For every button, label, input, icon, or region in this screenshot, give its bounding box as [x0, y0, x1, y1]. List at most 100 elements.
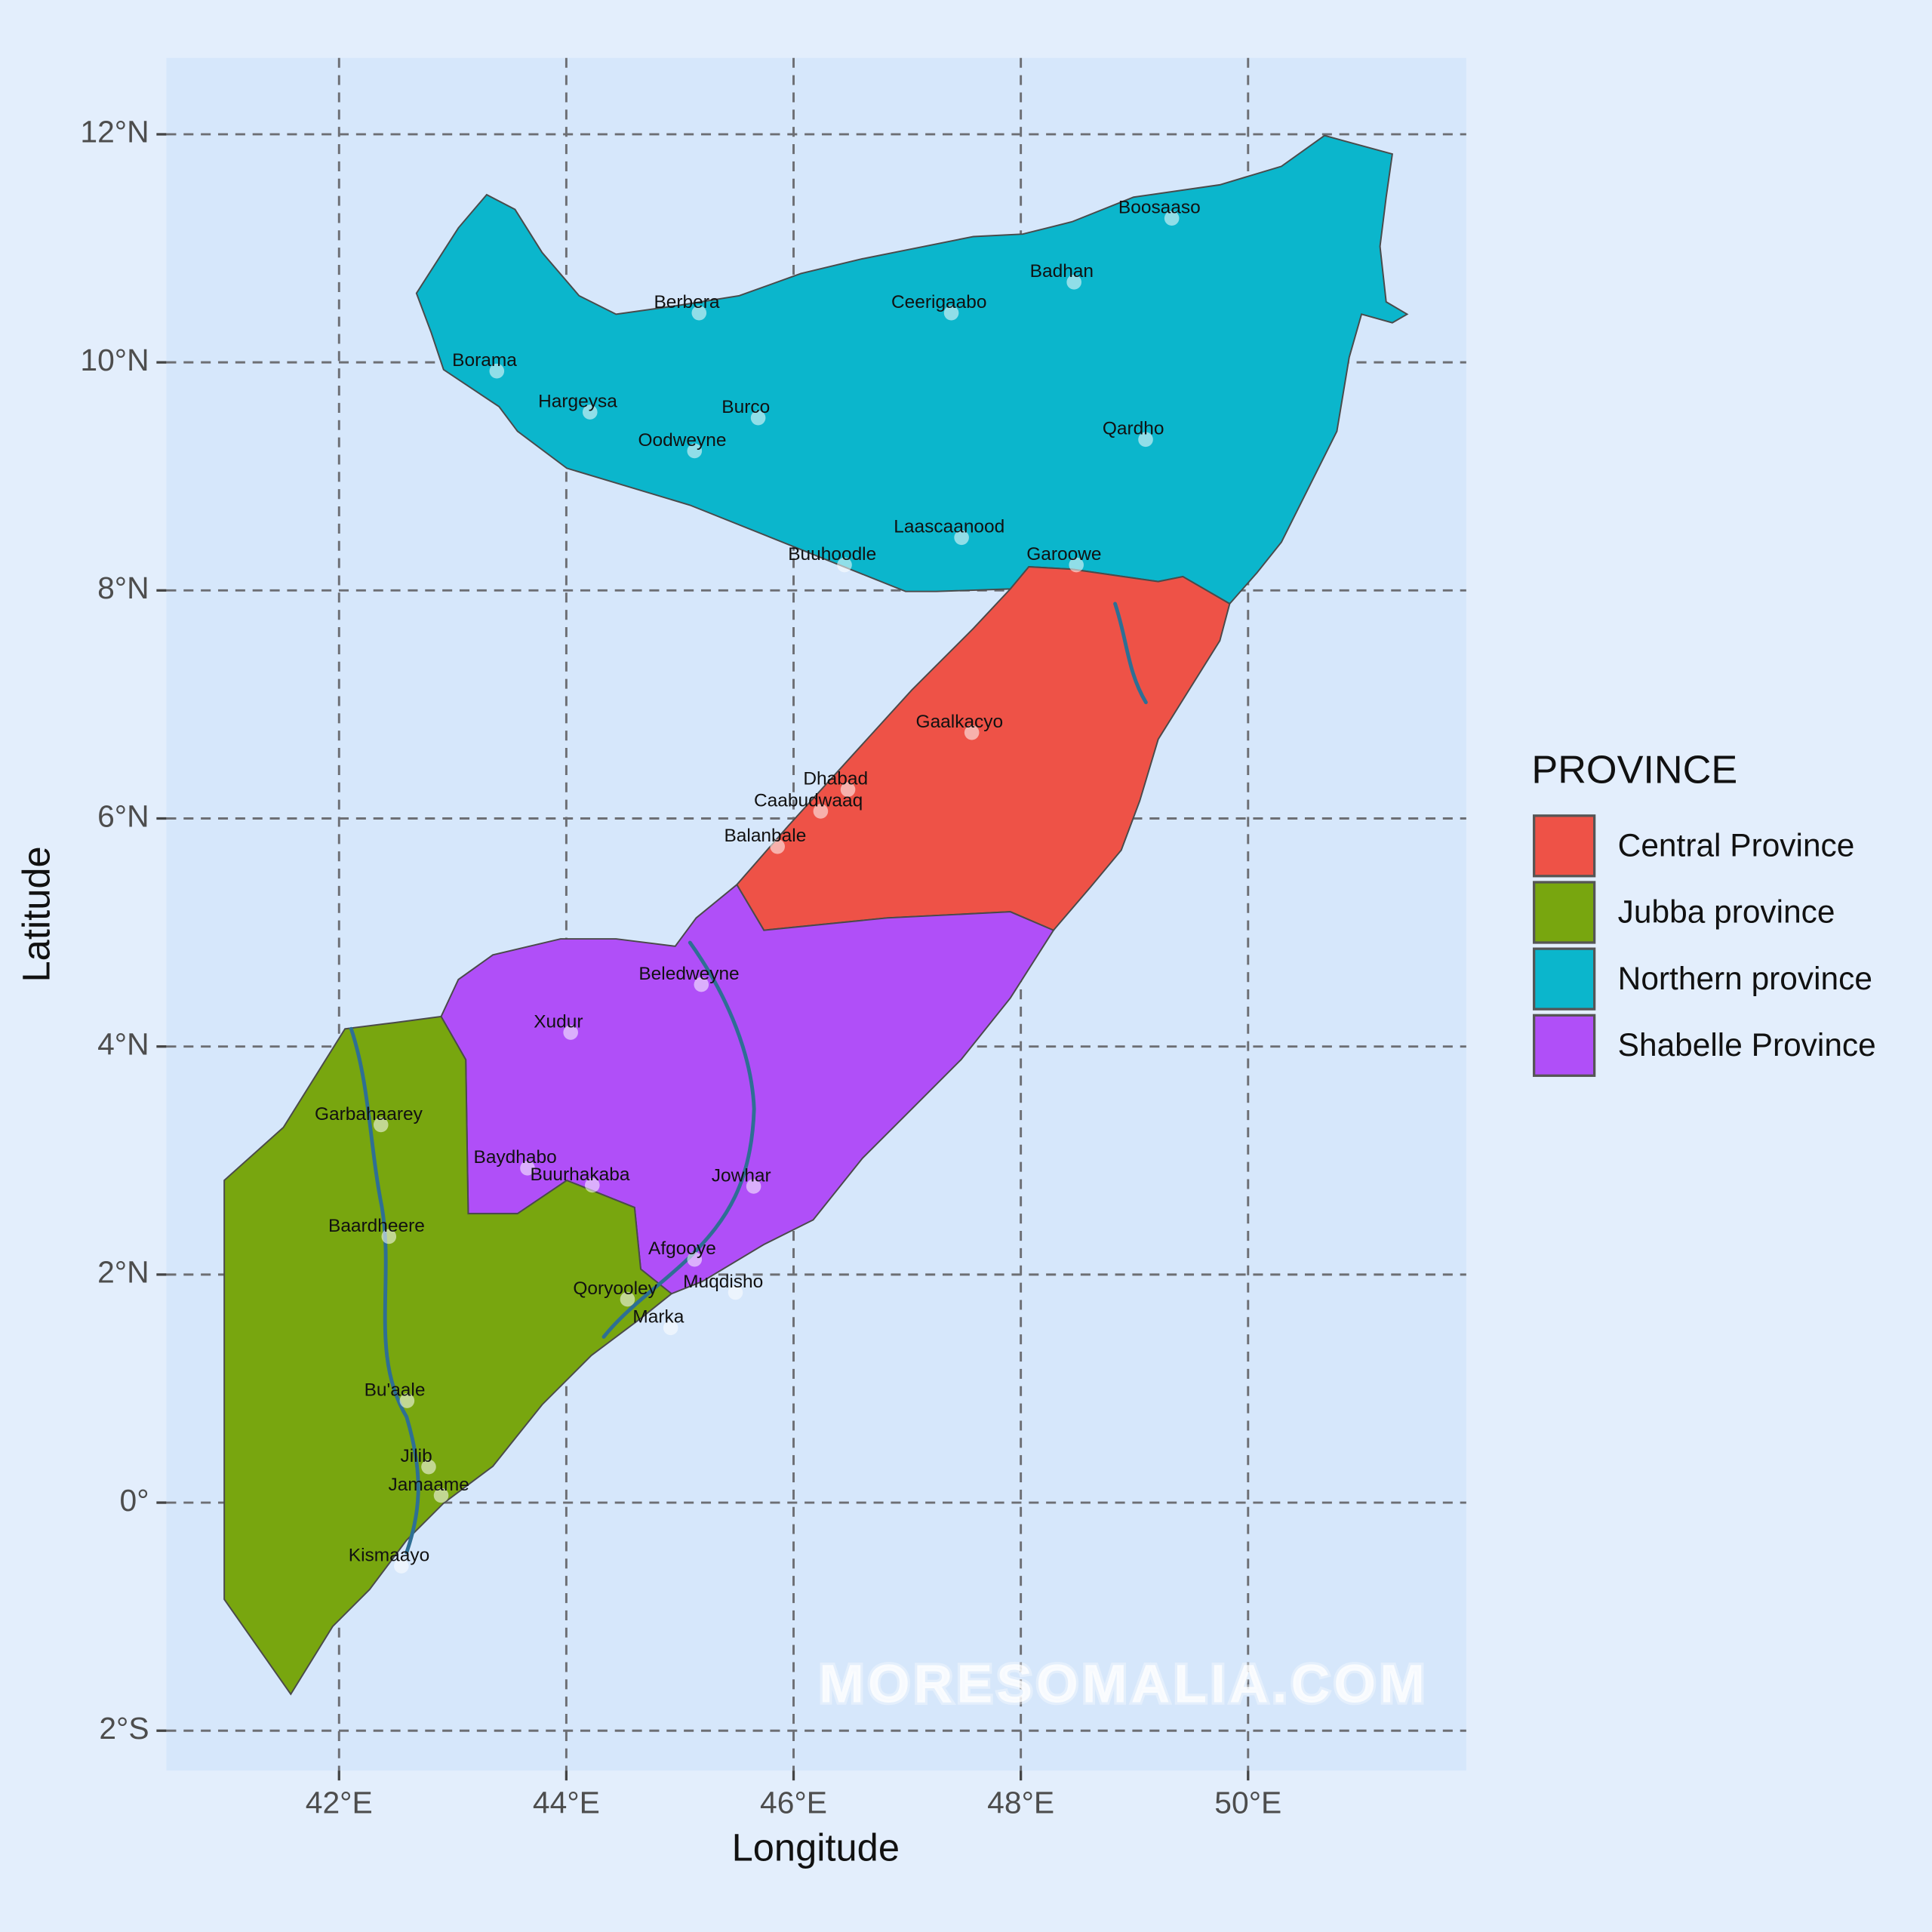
city-label: Balanbale: [724, 826, 806, 846]
y-tick-label: 12°N: [80, 115, 149, 149]
city-label: Borama: [452, 350, 517, 371]
city-label: Beledweyne: [638, 964, 739, 984]
city-dot: [687, 1251, 703, 1267]
y-tick-label: 4°N: [97, 1026, 149, 1061]
city-label: Hargeysa: [538, 391, 617, 411]
y-tick-label: 8°N: [97, 571, 149, 605]
x-tick-label: 50°E: [1214, 1786, 1281, 1820]
city-label: Gaalkacyo: [916, 712, 1004, 732]
city-label: Jilib: [401, 1446, 432, 1466]
city-dot: [728, 1284, 743, 1300]
city-label: Dhabad: [803, 769, 868, 789]
x-tick-label: 46°E: [760, 1786, 827, 1820]
city-dot: [691, 305, 707, 321]
city-label: Burco: [721, 397, 770, 417]
legend-swatch: [1533, 947, 1596, 1011]
city-dot: [694, 977, 709, 992]
city-dot: [620, 1291, 635, 1307]
city-dot: [746, 1179, 761, 1194]
provinces: [223, 134, 1409, 1696]
province-central: [736, 566, 1231, 931]
y-tick-label: 10°N: [80, 343, 149, 377]
city-dot: [750, 410, 766, 426]
legend: PROVINCE Central Province Jubba province N…: [1531, 748, 1876, 1077]
city-label: Marka: [632, 1307, 684, 1327]
city-dot: [373, 1117, 389, 1133]
city-dot: [1069, 557, 1084, 573]
province-northern: [415, 134, 1409, 605]
legend-title: PROVINCE: [1531, 748, 1737, 792]
city-dot: [964, 724, 980, 740]
city-dot: [1138, 432, 1153, 448]
legend-swatch: [1533, 881, 1596, 944]
city-label: Oodweyne: [638, 430, 726, 451]
city-label: Kismaayo: [349, 1546, 429, 1566]
city-label: Buurhakaba: [530, 1164, 629, 1185]
axes: Longitude Latitude 42°E 44°E 46°E 48°E 50°E 2…: [15, 115, 1282, 1869]
city-dot: [1066, 275, 1081, 290]
x-tick-label: 42°E: [306, 1786, 373, 1820]
legend-label: Jubba province: [1618, 894, 1835, 930]
city-label: Qoryooley: [573, 1278, 657, 1299]
city-label: Berbera: [654, 292, 719, 312]
city-label: Qardho: [1103, 419, 1164, 439]
city-label: Baydhabo: [474, 1147, 557, 1168]
legend-label: Shabelle Province: [1618, 1027, 1876, 1063]
river: [1113, 601, 1148, 705]
city-label: Jowhar: [712, 1165, 771, 1186]
y-tick-label: 6°N: [97, 798, 149, 833]
city-label: Jamaame: [388, 1475, 469, 1495]
cities: Boosaaso Badhan Berbera Ceerigaabo Borama Har…: [315, 198, 1201, 1574]
city-dot: [813, 804, 829, 819]
city-label: Laascaanood: [894, 517, 1004, 537]
city-dot: [582, 405, 598, 420]
city-dot: [837, 557, 852, 573]
city-dot: [563, 1025, 578, 1040]
city-label: Ceerigaabo: [891, 292, 987, 312]
city-dot: [489, 363, 505, 379]
x-tick-label: 44°E: [533, 1786, 600, 1820]
city-label: Caabudwaaq: [754, 790, 863, 811]
city-label: Badhan: [1030, 261, 1094, 281]
city-label: Xudur: [534, 1011, 583, 1032]
city-dot: [663, 1320, 678, 1336]
river: [601, 940, 756, 1339]
city-dot: [421, 1459, 436, 1475]
y-tick-label: 2°N: [97, 1255, 149, 1290]
city-label: Afgooye: [648, 1238, 716, 1259]
river: [349, 1026, 420, 1555]
y-axis-title: Latitude: [15, 846, 58, 982]
city-dot: [433, 1487, 449, 1503]
legend-swatch: [1533, 814, 1596, 878]
province-jubba: [223, 1015, 673, 1696]
city-dot: [943, 305, 959, 321]
city-dot: [584, 1177, 600, 1193]
x-axis-title: Longitude: [732, 1826, 900, 1869]
legend-label: Central Province: [1618, 827, 1855, 863]
watermark: MORESOMALIA.COM: [819, 1654, 1429, 1715]
city-dot: [399, 1393, 415, 1408]
city-label: Buuhoodle: [788, 544, 876, 565]
city-label: Garoowe: [1026, 544, 1101, 565]
y-tick-label: 2°S: [99, 1711, 149, 1746]
city-label: Boosaaso: [1118, 198, 1201, 218]
city-label: Garbahaarey: [315, 1104, 423, 1124]
city-dot: [687, 443, 703, 459]
x-tick-label: 48°E: [987, 1786, 1054, 1820]
city-dot: [770, 838, 786, 854]
city-dot: [520, 1161, 535, 1176]
legend-label: Northern province: [1618, 961, 1872, 996]
city-dot: [1164, 211, 1180, 226]
city-dot: [381, 1229, 397, 1244]
city-label: Muqdisho: [683, 1272, 763, 1292]
rivers: [349, 601, 1148, 1555]
city-dot: [394, 1558, 409, 1574]
y-tick-label: 0°: [120, 1483, 149, 1518]
city-label: Bu'aale: [365, 1380, 426, 1400]
legend-swatch: [1533, 1014, 1596, 1077]
city-dot: [954, 530, 969, 546]
city-dot: [840, 782, 856, 797]
city-label: Baardheere: [328, 1216, 425, 1236]
